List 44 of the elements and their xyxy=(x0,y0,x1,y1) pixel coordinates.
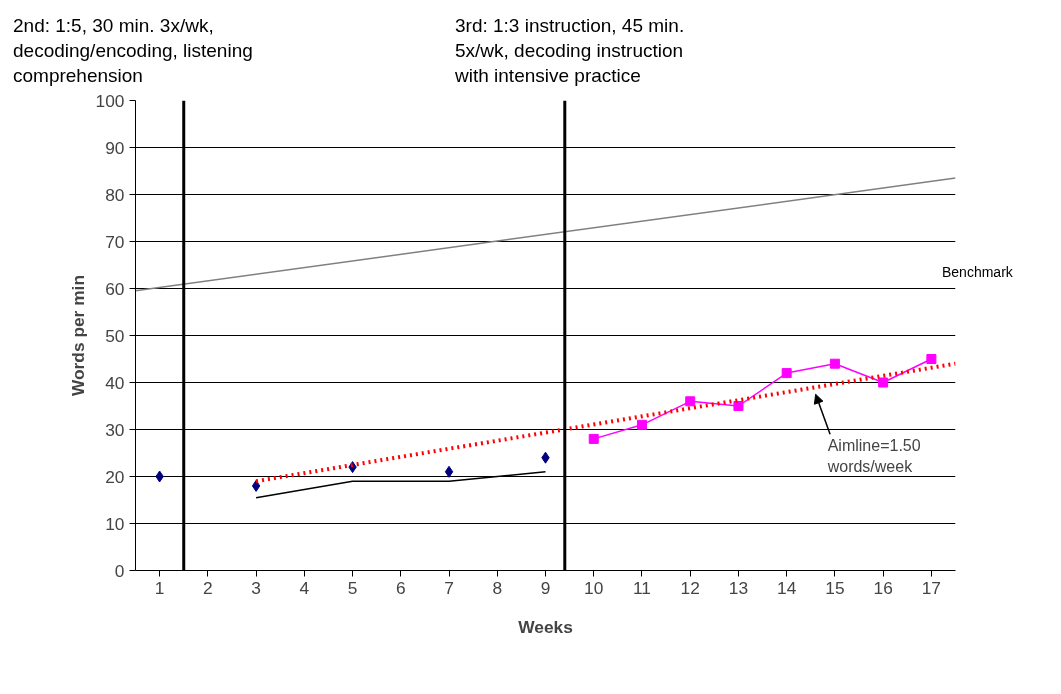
x-tick-label: 9 xyxy=(540,577,551,598)
x-tick-label: 2 xyxy=(203,577,213,598)
x-tick-label: 16 xyxy=(873,577,893,598)
point xyxy=(733,401,744,411)
y-tick-label: 30 xyxy=(105,419,125,440)
y-tick-label: 40 xyxy=(105,372,125,393)
x-tick-label: 4 xyxy=(299,577,310,598)
annotation: Aimline=1.50 words/week xyxy=(826,437,921,475)
x-tick-label: 6 xyxy=(395,577,406,598)
y-tick-label: 100 xyxy=(95,90,125,111)
x-tick-label: 8 xyxy=(492,577,503,598)
y-tick-label: 10 xyxy=(105,513,125,534)
y-tick-label: 0 xyxy=(114,560,125,581)
y-tick-label: 80 xyxy=(105,184,125,205)
point xyxy=(926,354,937,364)
x-tick-label: 15 xyxy=(825,577,845,598)
point xyxy=(685,396,696,407)
y-tick-label: 70 xyxy=(105,231,125,252)
point xyxy=(251,479,261,492)
point xyxy=(444,465,454,478)
x-tick-label: 1 xyxy=(154,577,165,598)
text: 2nd: 1:5, 30 min. 3x/wk, decoding/encoding, listening comprehension xyxy=(13,14,253,88)
y-tick-label: 90 xyxy=(105,137,125,158)
point xyxy=(636,419,647,430)
x-tick-label: 12 xyxy=(680,577,700,598)
x-axis-title: Weeks xyxy=(518,616,573,637)
y-tick-label: 50 xyxy=(105,325,125,346)
point xyxy=(588,433,599,444)
point xyxy=(781,368,792,379)
y-axis-title: Words per min xyxy=(67,275,88,396)
x-tick-label: 14 xyxy=(777,577,797,598)
point xyxy=(829,358,840,369)
x-tick-label: 7 xyxy=(444,577,454,598)
x-tick-label: 17 xyxy=(921,577,942,598)
y-tick-label: 20 xyxy=(105,466,125,487)
x-tick-label: 10 xyxy=(584,577,604,598)
x-tick-label: 11 xyxy=(632,577,651,598)
point xyxy=(878,377,889,388)
x-tick-label: 3 xyxy=(251,577,261,598)
y-tick-label: 60 xyxy=(105,278,125,299)
x-tick-label: 5 xyxy=(347,577,358,598)
text: 3rd: 1:3 instruction, 45 min. 5x/wk, decoding instruction with intensive practice xyxy=(455,14,685,88)
annotation: Benchmark xyxy=(942,263,1013,282)
x-tick-label: 13 xyxy=(728,577,749,598)
